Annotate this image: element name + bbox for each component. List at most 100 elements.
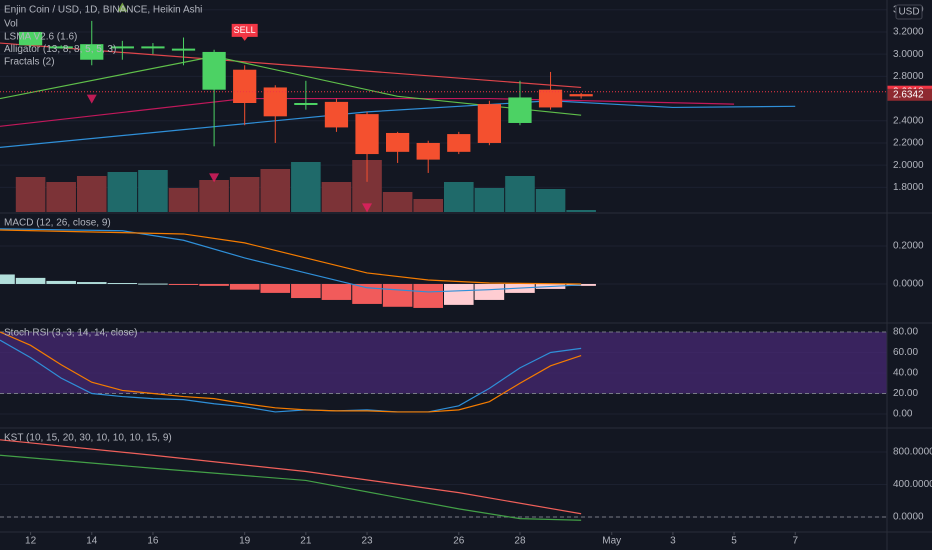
histogram-bar [413, 283, 443, 308]
candle-body [385, 132, 410, 152]
volume-bar [444, 182, 474, 212]
candle-body [18, 31, 43, 46]
histogram-bar [321, 283, 352, 300]
y-tick-label: 800.0000 [893, 447, 932, 458]
histogram-bar [0, 274, 15, 284]
pane-title: Stoch RSI (3, 3, 14, 14, close) [4, 328, 137, 339]
currency: USD [898, 7, 919, 18]
volume-bar [291, 162, 321, 212]
candle-body [294, 103, 318, 106]
y-tick-label: 0.0000 [893, 279, 924, 290]
x-tick-label: 12 [25, 536, 37, 547]
volume-bar [566, 210, 596, 212]
price-label: 2.6342 [893, 89, 924, 100]
y-tick-label: 80.00 [893, 327, 918, 338]
y-tick-label: 1.8000 [893, 182, 924, 193]
x-tick-label: 23 [361, 536, 373, 547]
y-tick-label: 2.4000 [893, 115, 924, 126]
x-tick-label: 28 [514, 536, 526, 547]
x-tick-label: 3 [670, 536, 676, 547]
candle-body [324, 101, 349, 128]
histogram-bar [46, 280, 76, 284]
y-tick-label: 0.0000 [893, 512, 924, 523]
histogram-bar [382, 283, 413, 307]
volume-bar [76, 176, 107, 212]
volume-bar [413, 199, 443, 212]
volume-bar [46, 182, 76, 212]
pane-title: KST (10, 15, 20, 30, 10, 10, 10, 15, 9) [4, 433, 172, 444]
indicator-line [0, 228, 582, 293]
candle-body [141, 46, 165, 49]
candle-body [508, 97, 532, 123]
candle-body [233, 69, 257, 104]
legend-item: Alligator (13, 8, 8, 5, 5, 3) [4, 44, 116, 55]
x-tick-label: 21 [300, 536, 312, 547]
histogram-bar [76, 282, 107, 284]
pane-title: Enjin Coin / USD, 1D, BINANCE, Heikin As… [4, 5, 202, 16]
indicator-line [0, 331, 582, 413]
indicator-line [0, 339, 582, 413]
histogram-bar [138, 283, 168, 285]
x-tick-label: 19 [239, 536, 251, 547]
candle-body [80, 44, 104, 60]
x-tick-label: 5 [731, 536, 737, 547]
fractal [86, 94, 97, 104]
fractal [117, 2, 128, 12]
pane-title: MACD (12, 26, close, 9) [4, 218, 111, 229]
sell-label-box [231, 23, 258, 41]
y-tick-label: 2.2000 [893, 138, 924, 149]
y-tick-label: 400.0000 [893, 479, 932, 490]
histogram-bar [291, 283, 321, 299]
candle-body [263, 87, 287, 117]
histogram-bar [260, 283, 291, 293]
volume-bar [15, 177, 46, 212]
y-tick-label: 40.00 [893, 368, 918, 379]
y-tick-label: 3.2000 [893, 27, 924, 38]
price-box [887, 88, 932, 101]
histogram-bar [352, 283, 382, 304]
histogram-bar [444, 283, 474, 305]
volume-bar [138, 170, 168, 212]
indicator-line [0, 229, 582, 285]
candle-body [355, 114, 379, 155]
candle-body [538, 89, 563, 108]
indicator-line [0, 100, 796, 148]
fractal [209, 173, 220, 183]
x-tick-label: May [602, 536, 621, 547]
y-tick-label: 0.2000 [893, 241, 924, 252]
volume-bar [260, 169, 291, 212]
candle-body [171, 48, 196, 51]
candle-body [202, 51, 226, 90]
candle-body [110, 46, 134, 49]
volume-bar [474, 188, 505, 212]
x-tick-label: 14 [86, 536, 98, 547]
y-tick-label: 3.0000 [893, 49, 924, 60]
currency-box [895, 4, 923, 20]
y-tick-label: 2.0000 [893, 160, 924, 171]
candle-body [49, 46, 73, 49]
histogram-bar [168, 283, 199, 285]
legend-item: Vol [4, 19, 18, 30]
sell-label: SELL [234, 25, 256, 35]
volume-bar [199, 180, 229, 212]
fractal [362, 203, 373, 213]
x-tick-label: 16 [147, 536, 159, 547]
indicator-line [0, 97, 735, 127]
y-tick-label: 60.00 [893, 347, 918, 358]
volume-bar [382, 192, 413, 212]
legend-item: LSMA V2.6 (1.6) [4, 31, 77, 42]
candle-body [477, 104, 502, 143]
y-tick-label: 0.00 [893, 409, 913, 420]
x-tick-label: 26 [453, 536, 465, 547]
volume-bar [107, 172, 138, 212]
indicator-line [0, 439, 582, 515]
indicator-line [0, 454, 582, 521]
volume-bar [535, 189, 566, 212]
candle-body [416, 142, 440, 160]
histogram-bar [15, 277, 46, 284]
volume-bar [321, 182, 352, 212]
band [0, 331, 887, 394]
y-tick-label: 2.8000 [893, 71, 924, 82]
